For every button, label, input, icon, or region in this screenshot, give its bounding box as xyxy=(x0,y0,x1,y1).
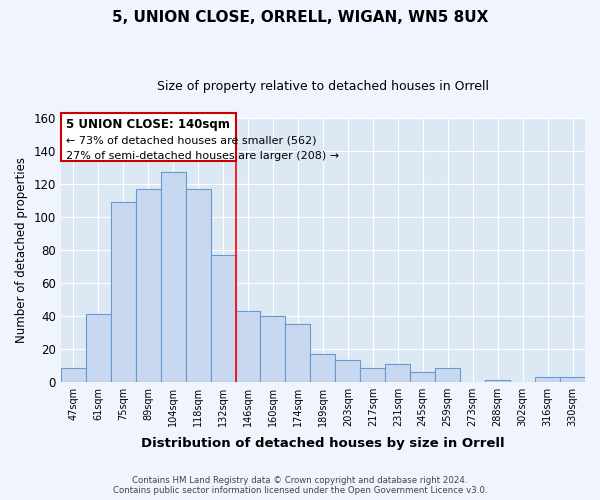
Y-axis label: Number of detached properties: Number of detached properties xyxy=(15,156,28,342)
Bar xyxy=(485,380,510,382)
Text: Contains HM Land Registry data © Crown copyright and database right 2024.
Contai: Contains HM Land Registry data © Crown c… xyxy=(113,476,487,495)
FancyBboxPatch shape xyxy=(61,113,236,160)
Text: 27% of semi-detached houses are larger (208) →: 27% of semi-detached houses are larger (… xyxy=(66,151,339,161)
Bar xyxy=(161,172,185,382)
Text: ← 73% of detached houses are smaller (562): ← 73% of detached houses are smaller (56… xyxy=(66,136,317,145)
Bar xyxy=(361,368,385,382)
Bar xyxy=(185,188,211,382)
Bar xyxy=(410,372,435,382)
Bar xyxy=(535,376,560,382)
Bar xyxy=(286,324,310,382)
Bar xyxy=(385,364,410,382)
Bar xyxy=(236,310,260,382)
Bar xyxy=(136,188,161,382)
Bar xyxy=(335,360,361,382)
Bar xyxy=(435,368,460,382)
Bar xyxy=(310,354,335,382)
Text: 5, UNION CLOSE, ORRELL, WIGAN, WN5 8UX: 5, UNION CLOSE, ORRELL, WIGAN, WN5 8UX xyxy=(112,10,488,25)
Title: Size of property relative to detached houses in Orrell: Size of property relative to detached ho… xyxy=(157,80,489,93)
Bar xyxy=(86,314,111,382)
Bar xyxy=(111,202,136,382)
Bar xyxy=(211,254,236,382)
Bar xyxy=(61,368,86,382)
Bar xyxy=(560,376,585,382)
Bar xyxy=(260,316,286,382)
X-axis label: Distribution of detached houses by size in Orrell: Distribution of detached houses by size … xyxy=(141,437,505,450)
Text: 5 UNION CLOSE: 140sqm: 5 UNION CLOSE: 140sqm xyxy=(66,118,230,131)
